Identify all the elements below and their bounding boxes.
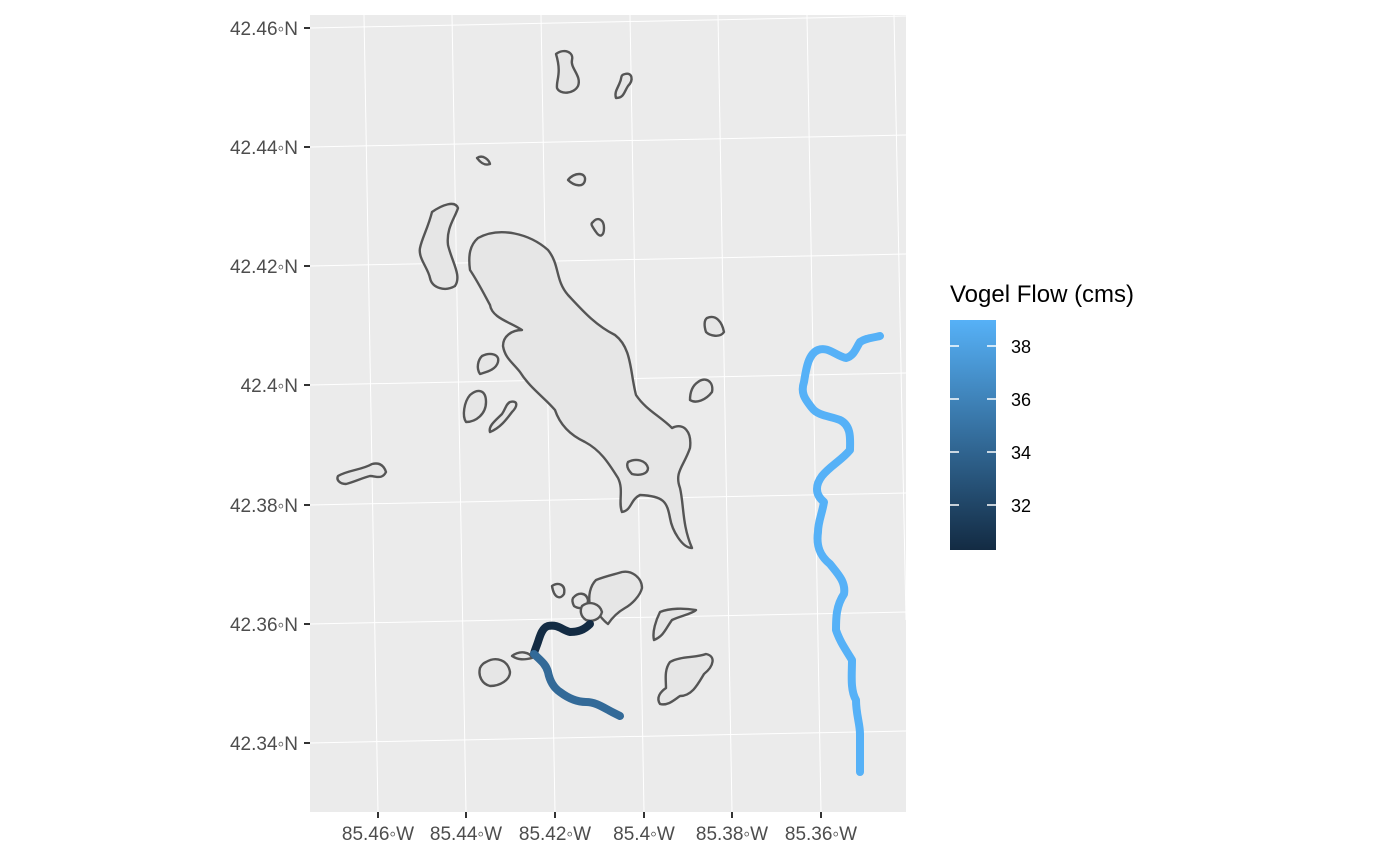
south-islet (510, 651, 534, 661)
river-main-east (798, 332, 884, 776)
lon-label: 85.4◦W (613, 824, 675, 845)
legend-title: Vogel Flow (cms) (950, 281, 1134, 308)
lon-label: 85.38◦W (696, 824, 768, 845)
lat-label: 42.38◦N (230, 496, 298, 517)
north-islet (475, 155, 492, 166)
far-west-lake (336, 462, 388, 486)
south-lake-4 (579, 601, 604, 622)
lat-label: 42.34◦N (230, 734, 298, 755)
south-east-lake-2 (657, 652, 714, 706)
river-south-upper (530, 620, 594, 658)
lon-label: 85.44◦W (430, 824, 502, 845)
lat-label: 42.36◦N (230, 615, 298, 636)
legend-label: 38 (1011, 337, 1031, 357)
north-lake-4 (590, 217, 606, 237)
legend-label: 32 (1011, 496, 1031, 516)
lakes (336, 49, 726, 706)
rivers (530, 332, 884, 776)
south-east-lake-1 (652, 607, 698, 642)
legend-colorbar (950, 320, 996, 550)
lon-label: 85.46◦W (342, 824, 414, 845)
lat-label: 42.42◦N (230, 257, 298, 278)
east-lake-1 (703, 315, 726, 337)
y-axis: 42.46◦N 42.44◦N 42.42◦N 42.4◦N 42.38◦N 4… (230, 19, 310, 755)
west-lake-north (418, 202, 460, 290)
west-lake-2 (476, 352, 500, 376)
north-lake-2 (614, 72, 633, 100)
south-lake-2 (550, 582, 566, 599)
lon-label: 85.42◦W (519, 824, 591, 845)
lat-label: 42.46◦N (230, 19, 298, 40)
legend-label: 34 (1011, 443, 1031, 463)
legend: Vogel Flow (cms) 38 36 34 32 (950, 281, 1134, 550)
east-lake-2 (688, 378, 714, 403)
lon-label: 85.36◦W (785, 824, 857, 845)
lat-label: 42.4◦N (241, 376, 298, 397)
legend-label: 36 (1011, 390, 1031, 410)
lat-label: 42.44◦N (230, 138, 298, 159)
west-lake-3 (462, 389, 488, 424)
center-lake (626, 458, 650, 476)
x-axis: 85.46◦W 85.44◦W 85.42◦W 85.4◦W 85.38◦W 8… (342, 812, 857, 845)
north-lake-3 (566, 172, 587, 187)
north-lake-1 (554, 49, 581, 94)
south-west-lake (478, 658, 512, 688)
west-lake-4 (488, 400, 518, 434)
river-south-lower (530, 650, 624, 720)
